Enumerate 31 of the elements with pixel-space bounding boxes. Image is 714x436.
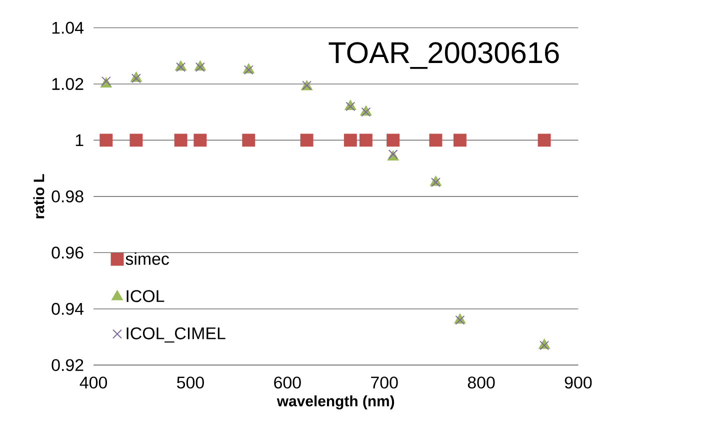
point xyxy=(344,134,357,147)
point xyxy=(100,134,113,147)
point xyxy=(174,134,188,147)
point xyxy=(453,134,466,147)
x-tick-label: 700 xyxy=(371,376,398,389)
x-tick-label: 600 xyxy=(274,376,301,389)
point xyxy=(194,134,207,147)
y-axis-title: ratio L xyxy=(33,174,44,218)
y-tick-label: 0.94 xyxy=(52,302,84,315)
legend-label: simec xyxy=(126,252,169,265)
y-tick-label: 0.98 xyxy=(52,190,84,202)
legend-label: ICOL xyxy=(126,290,164,302)
y-tick-label: 1 xyxy=(76,134,84,146)
point xyxy=(300,134,314,147)
x-tick-label: 900 xyxy=(564,376,592,389)
y-tick-label: 1.02 xyxy=(52,78,84,90)
point xyxy=(242,134,256,147)
x-tick-label: 400 xyxy=(80,376,108,389)
point xyxy=(429,134,442,147)
y-tick-label: 1.04 xyxy=(52,22,84,34)
x-tick-label: 500 xyxy=(177,376,204,389)
y-tick-label: 0.96 xyxy=(52,246,84,259)
y-tick-label: 0.92 xyxy=(52,359,84,372)
x-tick-label: 800 xyxy=(468,376,495,389)
point xyxy=(359,134,372,147)
point xyxy=(130,134,143,147)
x-axis-title: wavelength (nm) xyxy=(276,395,394,410)
point xyxy=(538,134,551,147)
chart-title: TOAR_20030616 xyxy=(328,42,559,69)
point xyxy=(386,134,400,147)
legend-label: ICOL_CIMEL xyxy=(126,327,226,343)
